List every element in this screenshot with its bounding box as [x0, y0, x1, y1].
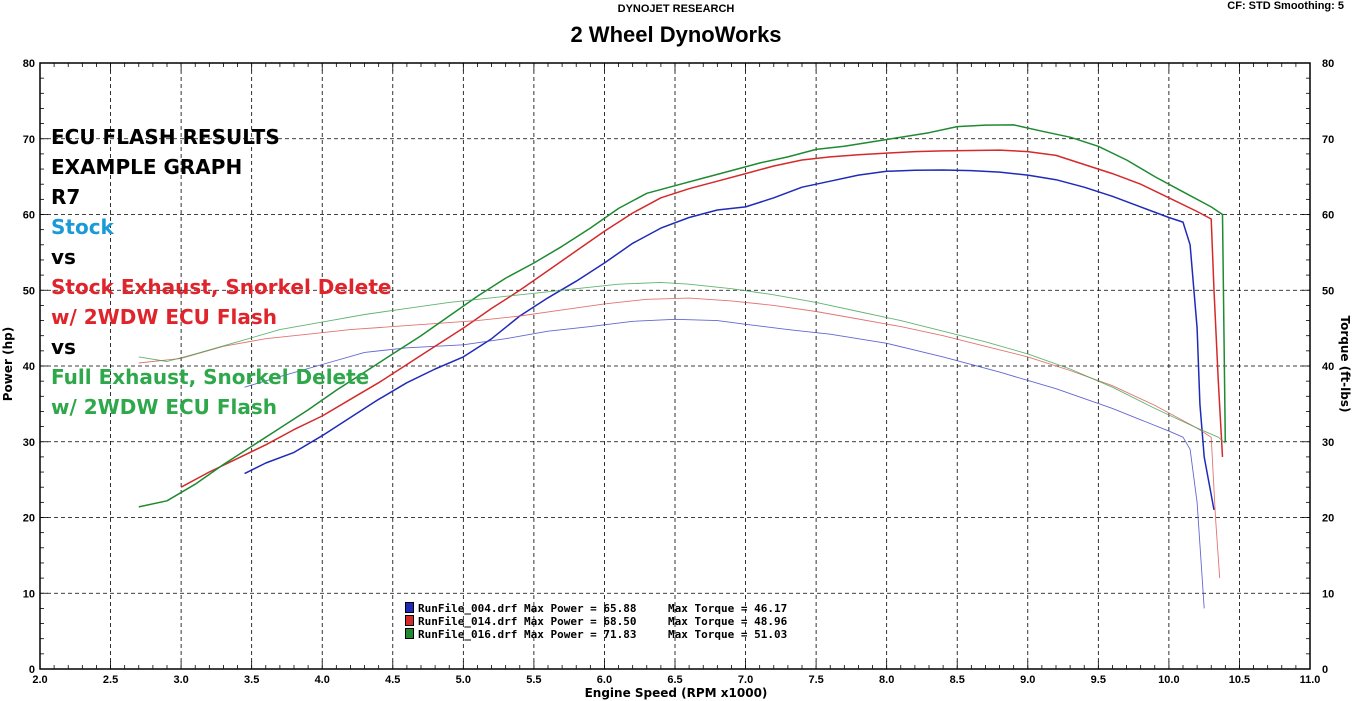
y2-axis-title: Torque (ft-lbs) — [1338, 315, 1352, 413]
legend-torque-label: Max Torque = 46.17 — [668, 602, 788, 615]
dynojet-header: DYNOJET RESEARCH — [617, 3, 735, 15]
y-tick-label: 10 — [23, 588, 35, 600]
note-line-4: Stock — [51, 215, 114, 239]
series-line-power — [180, 149, 1224, 488]
x-tick-label: 4.0 — [315, 674, 330, 686]
legend-entry-3: RunFile_016.drf Max Power = 71.83 Max Tor… — [405, 628, 787, 641]
series-line-torque — [244, 318, 1205, 609]
legend-swatch — [405, 628, 414, 639]
x-tick-label: 8.5 — [950, 674, 965, 686]
legend-run-label: RunFile_016.drf Max Power = 71.83 — [418, 628, 637, 641]
note-line-2: EXAMPLE GRAPH — [51, 155, 243, 179]
legend-run-label: RunFile_014.drf Max Power = 68.50 — [418, 615, 637, 628]
legend-run-label: RunFile_004.drf Max Power = 65.88 — [418, 602, 637, 615]
y2-tick-label: 30 — [1322, 437, 1334, 449]
y2-tick-label: 40 — [1322, 361, 1334, 373]
y2-tick-label: 80 — [1322, 58, 1334, 70]
x-tick-label: 10.0 — [1158, 674, 1179, 686]
x-tick-label: 3.0 — [173, 674, 188, 686]
legend-swatch — [405, 615, 414, 626]
y-tick-label: 80 — [23, 58, 35, 70]
legend-entry-1: RunFile_004.drf Max Power = 65.88 Max Tor… — [405, 602, 787, 615]
series-lines — [138, 124, 1227, 609]
legend-torque-label: Max Torque = 48.96 — [668, 615, 788, 628]
legend-swatch — [405, 602, 414, 613]
y-tick-label: 50 — [23, 285, 35, 297]
x-tick-label: 2.0 — [32, 674, 47, 686]
y2-tick-label: 20 — [1322, 513, 1334, 525]
y-axis-title: Power (hp) — [1, 326, 15, 402]
note-line-5: vs — [51, 245, 76, 269]
x-tick-label: 4.5 — [385, 674, 400, 686]
x-axis-title: Engine Speed (RPM x1000) — [584, 686, 768, 700]
y2-tick-label: 60 — [1322, 210, 1334, 222]
series-line-power — [244, 169, 1215, 511]
y-tick-label: 30 — [23, 437, 35, 449]
x-tick-label: 5.0 — [456, 674, 471, 686]
note-line-10: w/ 2WDW ECU Flash — [51, 395, 278, 419]
x-tick-label: 10.5 — [1229, 674, 1250, 686]
x-tick-label: 5.5 — [526, 674, 541, 686]
series-line-torque — [138, 281, 1226, 444]
x-tick-label: 6.5 — [667, 674, 682, 686]
chart-title: 2 Wheel DynoWorks — [570, 22, 782, 47]
x-tick-label: 7.5 — [808, 674, 823, 686]
x-tick-label: 2.5 — [103, 674, 118, 686]
y-tick-label: 20 — [23, 513, 35, 525]
note-line-1: ECU FLASH RESULTS — [51, 125, 280, 149]
x-tick-label: 7.0 — [738, 674, 753, 686]
y-tick-label: 70 — [23, 134, 35, 146]
note-line-6: Stock Exhaust, Snorkel Delete — [51, 275, 392, 299]
series-line-torque — [138, 297, 1221, 579]
x-tick-label: 6.0 — [597, 674, 612, 686]
note-line-3: R7 — [51, 185, 81, 209]
y2-tick-label: 50 — [1322, 285, 1334, 297]
correction-factor-label: CF: STD Smoothing: 5 — [1227, 0, 1344, 12]
series-line-power — [138, 124, 1227, 508]
note-line-9: Full Exhaust, Snorkel Delete — [51, 365, 370, 389]
legend-torque-label: Max Torque = 51.03 — [668, 628, 788, 641]
y2-tick-label: 0 — [1322, 664, 1328, 676]
legend-entry-2: RunFile_014.drf Max Power = 68.50 Max Tor… — [405, 615, 787, 628]
x-tick-label: 3.5 — [244, 674, 259, 686]
x-tick-label: 8.0 — [879, 674, 894, 686]
x-tick-label: 9.5 — [1091, 674, 1106, 686]
y-tick-label: 0 — [29, 664, 35, 676]
y2-tick-label: 70 — [1322, 134, 1334, 146]
x-tick-label: 11.0 — [1300, 674, 1321, 686]
x-tick-label: 9.0 — [1020, 674, 1035, 686]
grid-lines — [40, 63, 1310, 669]
axis-ticks — [39, 62, 1311, 670]
note-line-8: vs — [51, 335, 76, 359]
y-tick-label: 60 — [23, 210, 35, 222]
y2-tick-label: 10 — [1322, 588, 1334, 600]
y-tick-label: 40 — [23, 361, 35, 373]
tick-labels: 2.0 2.5 3.0 3.5 4.0 4.5 5.0 5.5 6.0 6.5 7.0 7.5 8.0 8… — [23, 58, 1335, 686]
note-line-7: w/ 2WDW ECU Flash — [51, 305, 278, 329]
